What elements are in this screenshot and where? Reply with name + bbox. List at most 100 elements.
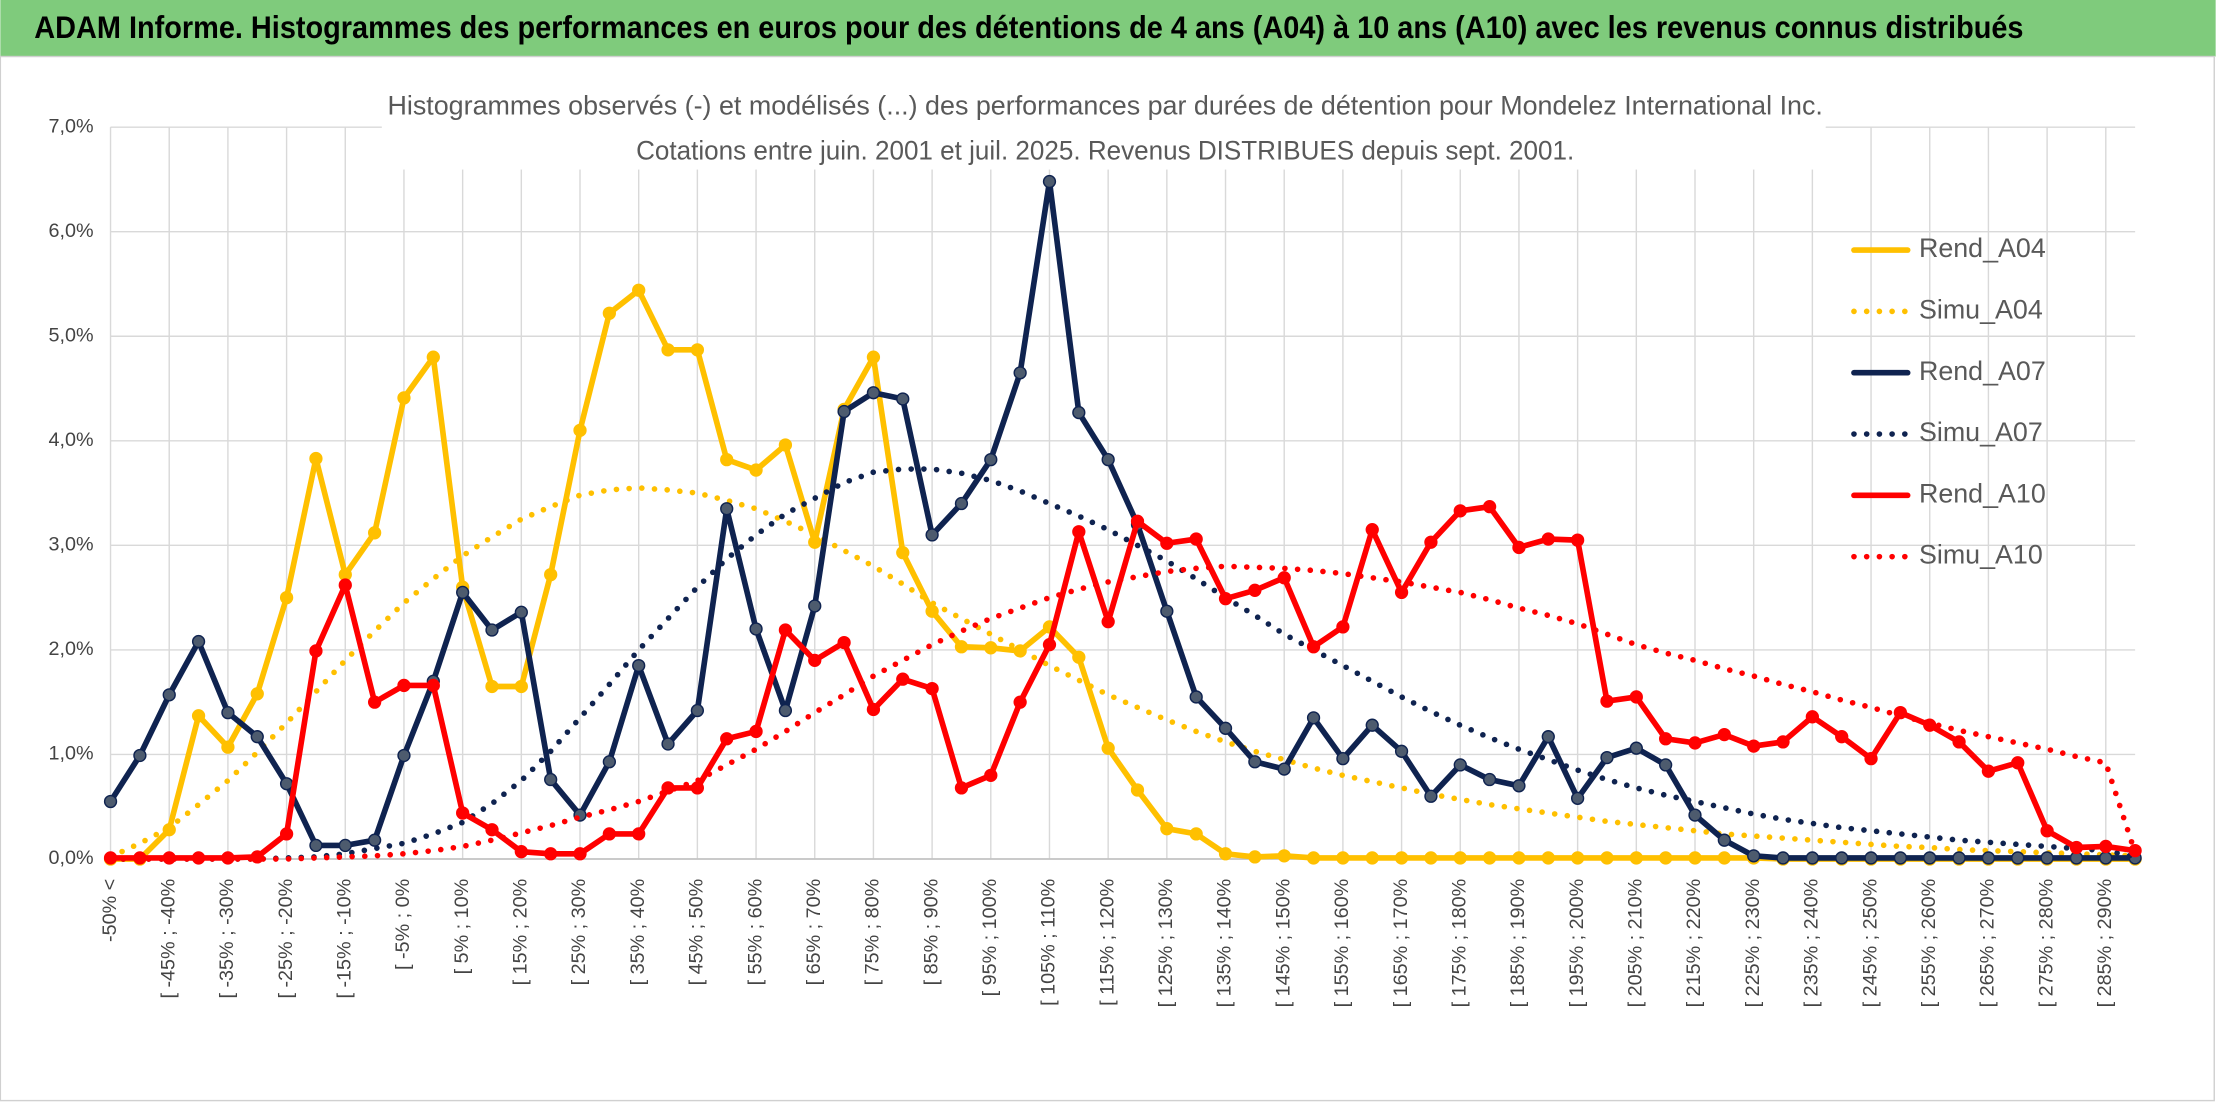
y-tick-label: 7,0%: [49, 115, 94, 137]
y-tick-label: 4,0%: [49, 429, 94, 451]
data-point: [984, 452, 998, 467]
data-point: [1981, 764, 1996, 778]
legend-label: Simu_A10: [1919, 540, 2043, 570]
data-point: [720, 732, 734, 746]
data-point: [1072, 405, 1086, 420]
data-point: [1659, 851, 1673, 865]
data-point: [133, 748, 147, 763]
data-point: [1306, 851, 1321, 865]
x-tick-label: [ 95% ; 100%: [979, 879, 1001, 997]
data-point: [925, 681, 939, 696]
data-point: [1629, 851, 1643, 865]
data-point: [984, 768, 998, 782]
data-point: [1835, 730, 1849, 744]
data-point: [778, 623, 793, 637]
data-point: [544, 567, 558, 582]
x-tick-label: [ 235% ; 240%: [1801, 879, 1823, 1008]
data-point: [1541, 730, 1555, 744]
x-tick-label: [ 135% ; 140%: [1214, 879, 1236, 1008]
data-point: [1541, 851, 1555, 865]
data-point: [1042, 638, 1057, 652]
data-point: [808, 535, 822, 549]
data-point: [1277, 762, 1291, 776]
series: [107, 466, 2138, 862]
data-point: [808, 599, 822, 613]
data-point: [1717, 851, 1731, 865]
data-point: [456, 585, 470, 600]
x-tick-label: [ 105% ; 110%: [1038, 879, 1060, 1006]
data-point: [1248, 850, 1262, 864]
data-point: [338, 838, 352, 853]
data-point: [573, 847, 587, 861]
data-point: [1776, 851, 1790, 865]
data-point: [1101, 452, 1115, 467]
data-point: [925, 528, 939, 542]
data-point: [661, 737, 675, 751]
series: [107, 563, 2138, 862]
data-point: [1365, 851, 1379, 865]
x-tick-label: [ -5% ; 0%: [392, 879, 414, 970]
x-tick-label: [ -35% ; -30%: [216, 879, 238, 999]
series-line: [107, 485, 2138, 860]
data-point: [1130, 783, 1145, 797]
data-point: [749, 463, 763, 477]
data-point: [426, 678, 440, 693]
data-point: [984, 641, 998, 655]
data-point: [1013, 366, 1027, 380]
data-point: [1570, 791, 1585, 805]
x-tick-label: [ 175% ; 180%: [1448, 879, 1470, 1008]
data-point: [837, 635, 851, 650]
x-tick-label: -50% <: [99, 879, 121, 942]
data-point: [485, 623, 499, 637]
data-point: [514, 605, 528, 619]
data-point: [1394, 585, 1409, 600]
chart-title: Histogrammes observés (-) et modélisés (…: [387, 90, 1822, 120]
x-tick-label: [ 65% ; 70%: [803, 879, 825, 986]
legend-label: Rend_A07: [1919, 356, 2046, 386]
data-point: [1629, 690, 1643, 704]
title-backdrop: [381, 87, 1826, 170]
data-point: [749, 622, 763, 636]
data-point: [1805, 710, 1820, 724]
x-tick-label: [ 75% ; 80%: [862, 879, 884, 986]
data-point: [1600, 851, 1614, 865]
data-point: [1248, 583, 1262, 597]
data-point: [1835, 851, 1849, 865]
series: [107, 485, 2138, 860]
y-tick-label: 0,0%: [49, 847, 94, 869]
x-tick-label: [ 275% ; 280%: [2035, 879, 2057, 1008]
data-point: [690, 703, 705, 718]
data-point: [1365, 523, 1379, 537]
data-point: [485, 823, 499, 837]
data-point: [1688, 808, 1702, 822]
data-point: [1072, 650, 1086, 664]
series-line: [107, 178, 2138, 861]
x-tick-label: [ 225% ; 230%: [1742, 879, 1764, 1008]
data-point: [1981, 851, 1996, 865]
y-tick-label: 3,0%: [49, 534, 94, 556]
data-point: [2040, 824, 2054, 838]
data-point: [1336, 751, 1350, 766]
data-point: [954, 640, 969, 654]
data-point: [514, 679, 528, 694]
data-point: [1629, 741, 1643, 755]
x-tick-label: [ 55% ; 60%: [744, 879, 766, 986]
data-point: [720, 502, 734, 516]
x-tick-label: [ 285% ; 290%: [2094, 879, 2116, 1008]
data-point: [573, 423, 587, 437]
data-point: [1659, 758, 1673, 772]
x-tick-label: [ 25% ; 30%: [568, 879, 590, 986]
data-point: [690, 781, 705, 795]
data-point: [397, 678, 411, 693]
data-point: [1893, 851, 1908, 865]
data-point: [1776, 735, 1790, 749]
data-point: [1717, 727, 1731, 742]
data-point: [632, 283, 646, 297]
data-point: [1160, 822, 1174, 836]
data-point: [1189, 690, 1203, 704]
legend-label: Rend_A10: [1919, 478, 2046, 508]
data-point: [544, 772, 558, 787]
data-point: [808, 653, 822, 667]
data-point: [1042, 174, 1057, 189]
